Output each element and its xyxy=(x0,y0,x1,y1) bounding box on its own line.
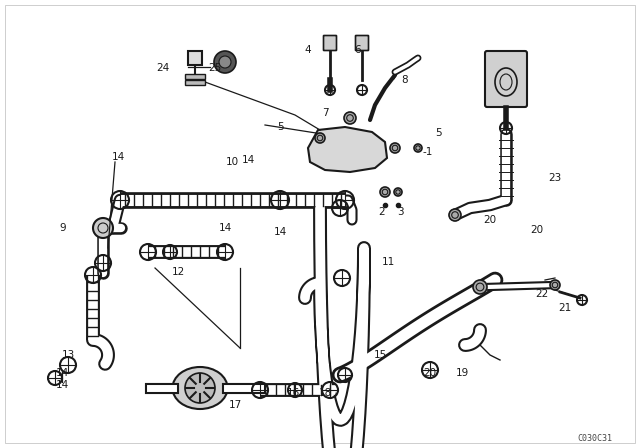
Circle shape xyxy=(414,144,422,152)
Text: 20: 20 xyxy=(424,368,436,378)
Text: 8: 8 xyxy=(402,75,408,85)
Circle shape xyxy=(550,280,560,290)
Text: 10: 10 xyxy=(225,157,239,167)
Text: 16: 16 xyxy=(286,388,300,398)
Text: 9: 9 xyxy=(60,223,67,233)
Ellipse shape xyxy=(173,367,227,409)
Text: 14: 14 xyxy=(111,152,125,162)
Text: 3: 3 xyxy=(397,207,403,217)
Circle shape xyxy=(93,218,113,238)
FancyBboxPatch shape xyxy=(355,35,369,51)
Text: 7: 7 xyxy=(322,108,328,118)
Text: 20: 20 xyxy=(483,215,497,225)
Circle shape xyxy=(185,373,215,403)
Circle shape xyxy=(390,143,400,153)
Circle shape xyxy=(380,187,390,197)
Text: 19: 19 xyxy=(456,368,468,378)
Text: 5: 5 xyxy=(435,128,442,138)
Bar xyxy=(185,74,205,79)
Circle shape xyxy=(214,51,236,73)
Text: 21: 21 xyxy=(558,303,572,313)
Text: 2: 2 xyxy=(379,207,385,217)
Text: 14: 14 xyxy=(241,155,255,165)
Circle shape xyxy=(473,280,487,294)
Text: 14: 14 xyxy=(56,380,68,390)
FancyBboxPatch shape xyxy=(188,51,202,65)
Text: 14: 14 xyxy=(218,223,232,233)
Text: 20: 20 xyxy=(531,225,543,235)
Circle shape xyxy=(219,56,231,68)
Text: 5: 5 xyxy=(276,122,284,132)
Text: 12: 12 xyxy=(172,267,184,277)
Circle shape xyxy=(315,133,325,143)
Text: 11: 11 xyxy=(381,257,395,267)
Text: C030C31: C030C31 xyxy=(577,434,612,443)
Text: 22: 22 xyxy=(536,289,548,299)
Text: 23: 23 xyxy=(548,173,562,183)
Circle shape xyxy=(449,209,461,221)
Text: 18: 18 xyxy=(318,388,332,398)
Circle shape xyxy=(394,188,402,196)
Text: 14: 14 xyxy=(273,227,287,237)
Text: 14: 14 xyxy=(56,368,68,378)
Text: 24: 24 xyxy=(156,63,170,73)
Text: 4: 4 xyxy=(305,45,311,55)
Text: 17: 17 xyxy=(228,400,242,410)
FancyBboxPatch shape xyxy=(485,51,527,107)
Text: 6: 6 xyxy=(355,45,362,55)
Text: 13: 13 xyxy=(61,350,75,360)
FancyBboxPatch shape xyxy=(323,35,337,51)
Bar xyxy=(185,80,205,85)
Text: 15: 15 xyxy=(373,350,387,360)
Polygon shape xyxy=(308,127,387,172)
Text: -1: -1 xyxy=(423,147,433,157)
Text: 25: 25 xyxy=(209,63,221,73)
Circle shape xyxy=(344,112,356,124)
